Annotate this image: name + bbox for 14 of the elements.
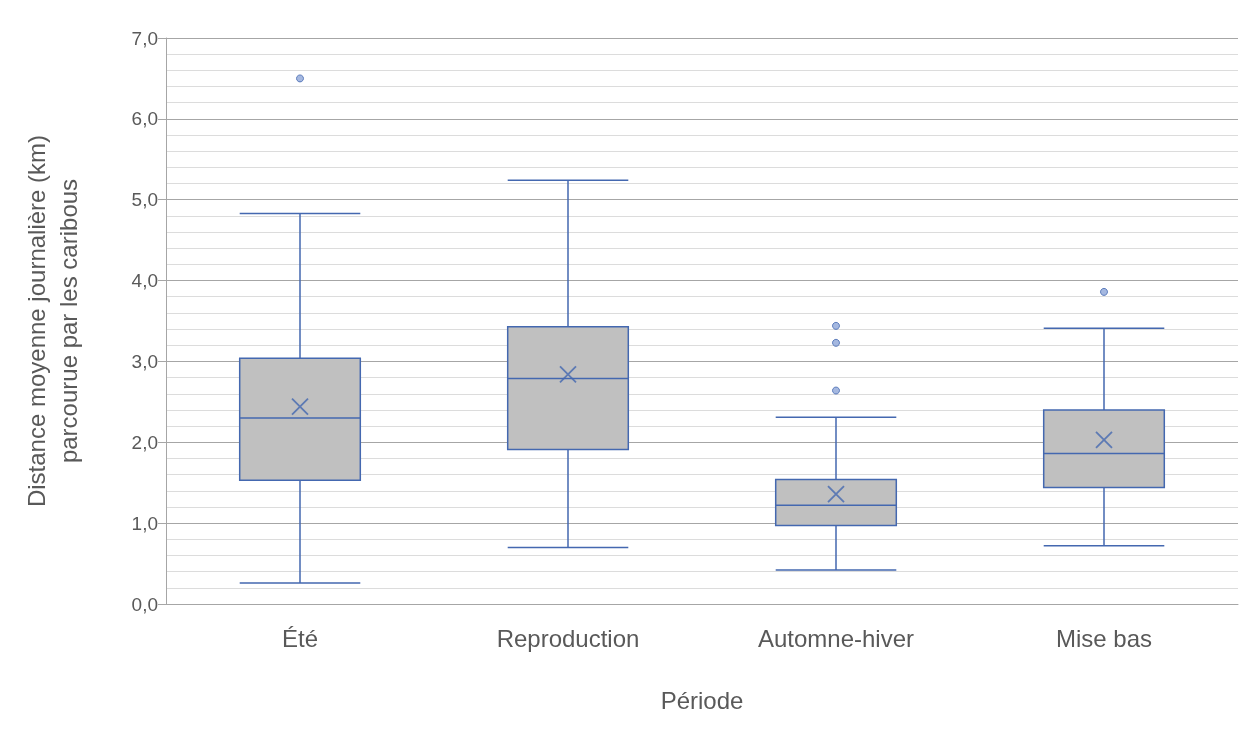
x-tick-label: Reproduction — [496, 624, 640, 652]
y-tick-label: 0,0 — [131, 593, 158, 615]
y-tick-label: 3,0 — [131, 350, 158, 372]
x-axis-title: Période — [660, 686, 744, 714]
y-tick-label: 7,0 — [131, 27, 158, 49]
x-tick-label: Mise bas — [1055, 624, 1153, 652]
x-tick-label: Automne-hiver — [757, 624, 915, 652]
y-tick-label: 5,0 — [131, 189, 158, 211]
y-tick-label: 2,0 — [131, 431, 158, 453]
y-axis-title: Distance moyenne journalière (km) parcourue par les caribous — [22, 134, 82, 508]
y-tick-label: 1,0 — [131, 512, 158, 534]
y-tick-label: 4,0 — [131, 270, 158, 292]
y-tick-label: 6,0 — [131, 108, 158, 130]
x-tick-label: Été — [281, 624, 319, 652]
